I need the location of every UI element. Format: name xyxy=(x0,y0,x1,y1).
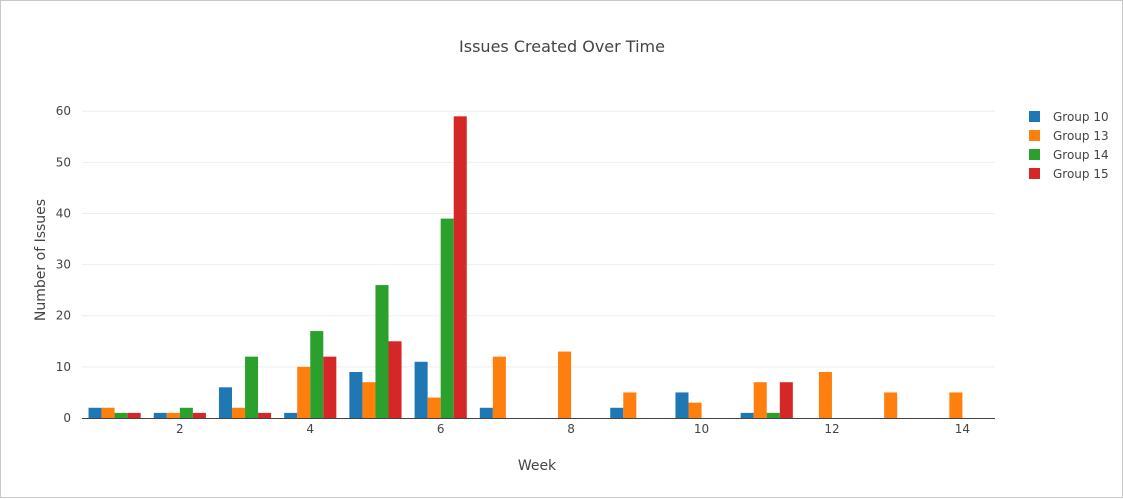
bar[interactable] xyxy=(258,412,272,418)
bar[interactable] xyxy=(362,382,376,418)
bars xyxy=(88,116,963,418)
legend-swatch xyxy=(1029,168,1040,179)
y-axis-title: Number of Issues xyxy=(33,199,49,321)
legend-item[interactable]: Group 14 xyxy=(1029,148,1109,162)
bar[interactable] xyxy=(440,218,454,418)
chart-title: Issues Created Over Time xyxy=(459,37,665,56)
bar[interactable] xyxy=(127,412,141,418)
x-axis-ticks: 2 4 6 8 10 12 14 xyxy=(176,422,970,436)
bar[interactable] xyxy=(284,412,298,418)
bar[interactable] xyxy=(675,392,689,418)
y-axis-ticks: 0 10 20 30 40 50 60 xyxy=(56,104,71,425)
bar[interactable] xyxy=(218,387,232,418)
legend[interactable]: Group 10 Group 13 Group 14 Group 15 xyxy=(1029,110,1109,181)
legend-swatch xyxy=(1029,130,1040,141)
bar[interactable] xyxy=(114,412,128,418)
bar[interactable] xyxy=(779,382,793,418)
bar[interactable] xyxy=(231,407,246,418)
legend-swatch xyxy=(1029,111,1040,122)
bar[interactable] xyxy=(453,116,467,418)
bar[interactable] xyxy=(610,407,624,418)
bar[interactable] xyxy=(179,407,193,418)
legend-label: Group 14 xyxy=(1053,148,1109,162)
y-tick-label: 60 xyxy=(56,104,71,118)
bar[interactable] xyxy=(153,412,167,418)
y-tick-label: 10 xyxy=(56,360,71,374)
y-tick-label: 20 xyxy=(56,309,71,323)
bar[interactable] xyxy=(688,402,702,418)
bar[interactable] xyxy=(766,412,780,418)
bar[interactable] xyxy=(166,412,180,418)
bar[interactable] xyxy=(375,285,389,418)
legend-item[interactable]: Group 13 xyxy=(1029,129,1109,143)
x-tick-label: 2 xyxy=(176,422,184,436)
y-tick-label: 0 xyxy=(63,411,71,425)
bar[interactable] xyxy=(414,361,428,418)
bar[interactable] xyxy=(427,397,441,418)
bar[interactable] xyxy=(323,356,337,418)
y-tick-label: 50 xyxy=(56,155,71,169)
bar[interactable] xyxy=(558,351,572,418)
bar[interactable] xyxy=(388,341,402,418)
x-tick-label: 6 xyxy=(437,422,445,436)
bar[interactable] xyxy=(623,392,637,418)
bar[interactable] xyxy=(753,382,767,418)
bar[interactable] xyxy=(245,356,259,418)
bar[interactable] xyxy=(349,371,363,418)
y-tick-label: 40 xyxy=(56,206,71,220)
bar[interactable] xyxy=(88,407,102,418)
bar[interactable] xyxy=(101,407,115,418)
x-tick-label: 12 xyxy=(824,422,839,436)
x-tick-label: 14 xyxy=(955,422,970,436)
legend-label: Group 10 xyxy=(1053,110,1109,124)
x-axis-title: Week xyxy=(518,458,557,474)
legend-label: Group 13 xyxy=(1053,129,1109,143)
bar[interactable] xyxy=(310,331,324,418)
bar[interactable] xyxy=(479,407,493,418)
bar[interactable] xyxy=(297,366,311,418)
legend-item[interactable]: Group 15 xyxy=(1029,167,1109,181)
x-tick-label: 10 xyxy=(694,422,709,436)
bar[interactable] xyxy=(740,412,754,418)
x-tick-label: 4 xyxy=(306,422,314,436)
bar[interactable] xyxy=(884,392,898,418)
legend-item[interactable]: Group 10 xyxy=(1029,110,1109,124)
grid-lines xyxy=(82,110,995,368)
legend-swatch xyxy=(1029,149,1040,160)
x-tick-label: 8 xyxy=(567,422,575,436)
legend-label: Group 15 xyxy=(1053,167,1109,181)
bar[interactable] xyxy=(492,356,506,418)
y-tick-label: 30 xyxy=(56,258,71,272)
bar[interactable] xyxy=(949,392,963,418)
bar[interactable] xyxy=(192,412,206,418)
bar[interactable] xyxy=(818,371,832,418)
